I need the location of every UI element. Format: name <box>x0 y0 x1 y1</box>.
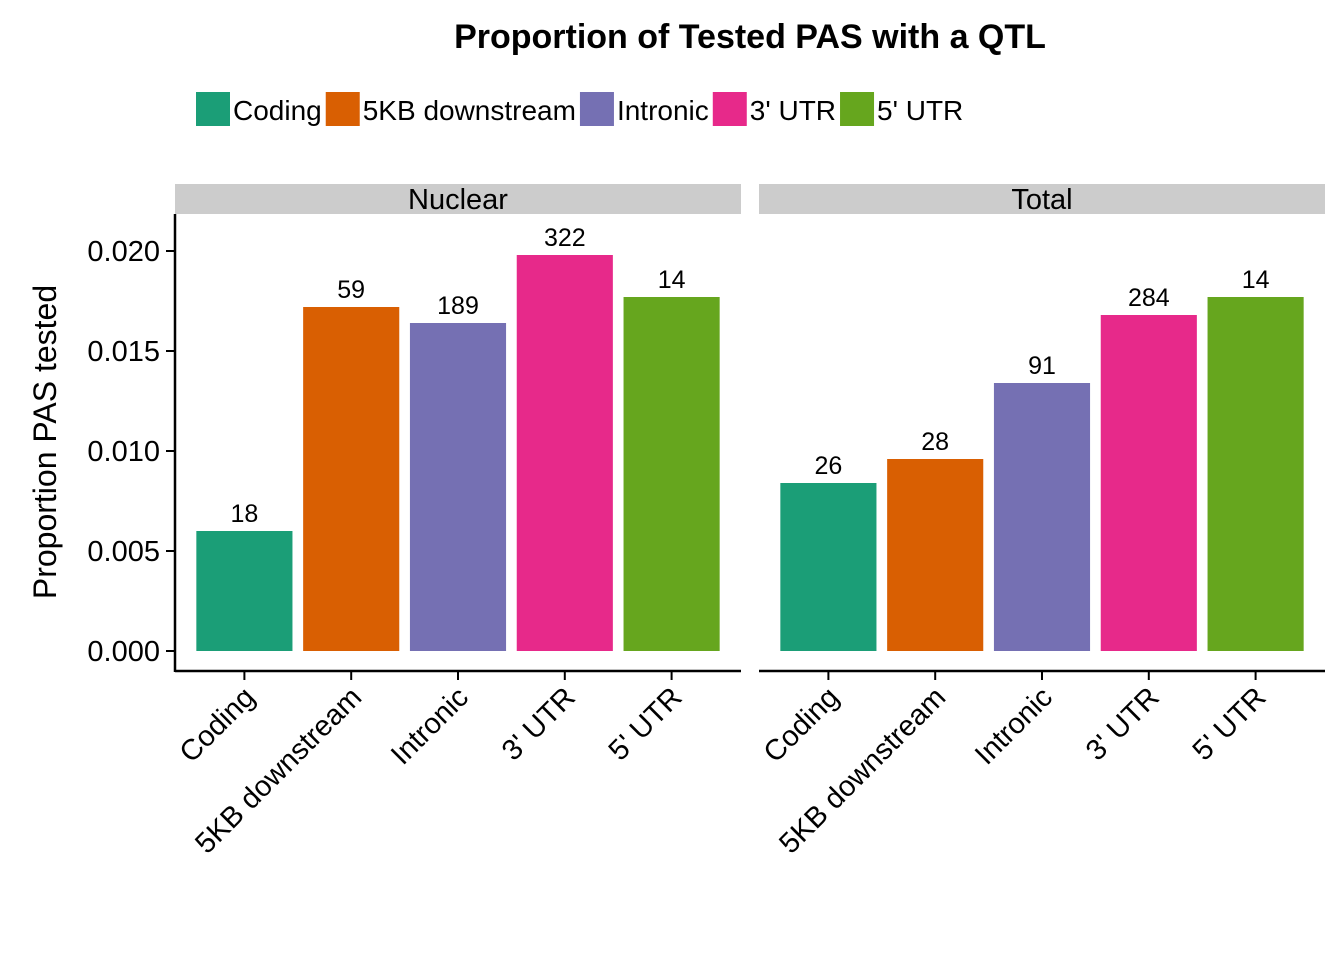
bar <box>993 383 1091 651</box>
bar <box>887 459 984 651</box>
y-tick-label: 0.015 <box>87 336 160 368</box>
y-tick-label: 0.010 <box>87 436 160 468</box>
bar-data-label: 18 <box>230 500 258 528</box>
bar <box>623 297 720 651</box>
facet-strip-label: Nuclear <box>408 184 508 216</box>
legend-label: Intronic <box>617 95 709 126</box>
x-tick-label: 3' UTR <box>496 681 582 767</box>
legend-label: Coding <box>233 95 322 126</box>
x-tick-label: Intronic <box>969 681 1059 771</box>
legend-label: 5' UTR <box>877 95 963 126</box>
legend-swatch <box>840 92 875 126</box>
x-tick-label: Coding <box>174 681 262 769</box>
y-axis-label: Proportion PAS tested <box>27 285 63 599</box>
x-tick-label: Intronic <box>385 681 475 771</box>
legend-swatch <box>325 92 360 126</box>
bar <box>196 531 293 651</box>
legend-label: 3' UTR <box>750 95 836 126</box>
bar <box>1207 297 1304 651</box>
bar-data-label: 91 <box>1028 352 1056 380</box>
bar <box>516 255 613 651</box>
y-axis: 0.000 0.005 0.010 0.015 0.020 <box>87 214 177 672</box>
y-tick-label: 0.020 <box>87 236 160 268</box>
y-tick-label: 0.000 <box>87 636 160 668</box>
x-tick-label: 3' UTR <box>1080 681 1166 767</box>
legend-swatch <box>196 92 230 126</box>
y-tick-label: 0.005 <box>87 536 160 568</box>
facet-strip-label: Total <box>1011 184 1072 216</box>
facet-strip <box>759 184 1325 214</box>
bar <box>303 307 400 651</box>
facet-strip <box>175 184 741 214</box>
bar-data-label: 284 <box>1128 284 1170 312</box>
legend-swatch <box>579 92 614 126</box>
bar-data-label: 28 <box>921 428 949 456</box>
bar <box>780 483 877 651</box>
bar <box>1100 315 1197 651</box>
chart-title: Proportion of Tested PAS with a QTL <box>454 18 1046 56</box>
bar-data-label: 14 <box>1242 266 1270 294</box>
legend: Coding 5KB downstream Intronic 3' UTR 5' UTR <box>196 92 963 126</box>
bar <box>409 323 507 651</box>
bar-data-label: 26 <box>814 452 842 480</box>
x-tick-label: Coding <box>758 681 846 769</box>
x-tick-label: 5' UTR <box>603 681 689 767</box>
legend-swatch <box>712 92 747 126</box>
bar-data-label: 59 <box>337 276 365 304</box>
bar-data-label: 322 <box>544 224 586 252</box>
x-tick-label: 5' UTR <box>1187 681 1273 767</box>
bar-data-label: 14 <box>658 266 686 294</box>
bar-data-label: 189 <box>437 292 479 320</box>
legend-label: 5KB downstream <box>363 95 576 126</box>
